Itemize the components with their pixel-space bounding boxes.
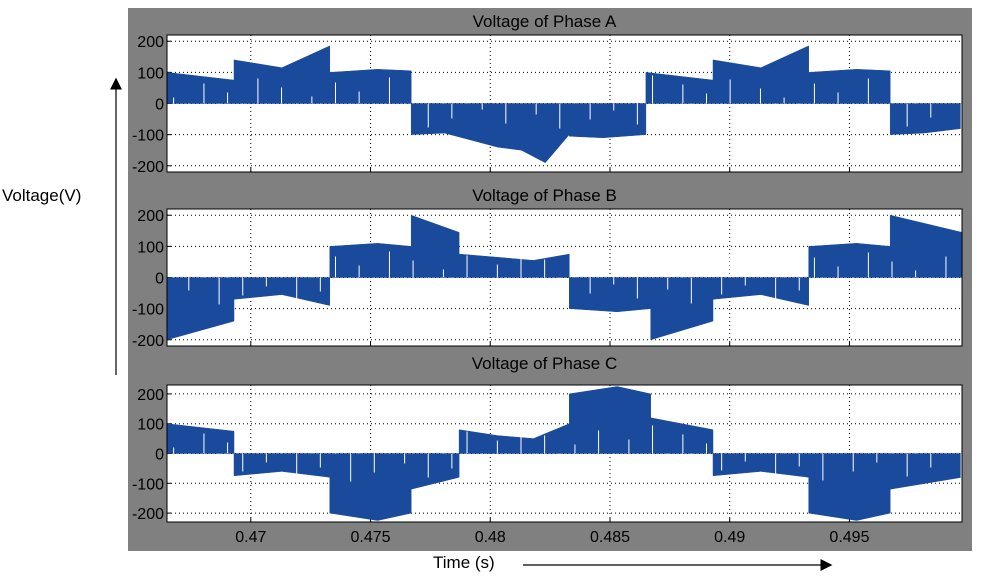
y-tick-label: 200: [137, 34, 164, 51]
x-tick-label: 0.475: [351, 529, 391, 546]
x-tick-label: 0.49: [714, 529, 745, 546]
panel-2: -200 -100 0 100 200 Voltage of Phase B: [132, 186, 963, 350]
y-tick-label: 0: [155, 97, 164, 114]
panel-title: Voltage of Phase A: [473, 12, 617, 31]
y-tick-label: 100: [137, 65, 164, 82]
y-tick-label: 0: [155, 447, 164, 464]
panel-title: Voltage of Phase B: [472, 186, 617, 205]
plot-border: [166, 208, 963, 347]
voltage-waveform: [166, 386, 963, 521]
y-tick-label: -100: [132, 128, 164, 145]
y-tick-label: -200: [132, 506, 164, 523]
y-tick-label: 200: [137, 387, 164, 404]
voltage-waveform: [166, 214, 963, 341]
y-tick-label: -100: [132, 302, 164, 319]
panel-title: Voltage of Phase C: [472, 354, 618, 373]
y-tick-label: -200: [132, 159, 164, 176]
panel-3: 0.47 0.475 0.48 0.485 0.49 0.495 -200 -100 0 100 2…: [132, 354, 963, 546]
voltage-waveform: [166, 45, 963, 164]
y-tick-label: 200: [137, 208, 164, 225]
plot-border: [166, 384, 963, 523]
y-tick-label: 100: [137, 239, 164, 256]
y-axis-label: Voltage(V): [2, 186, 82, 205]
x-tick-label: 0.495: [829, 529, 869, 546]
y-tick-label: 100: [137, 417, 164, 434]
y-tick-label: -200: [132, 333, 164, 350]
y-tick-label: 0: [155, 271, 164, 288]
y-tick-label: -100: [132, 476, 164, 493]
x-tick-label: 0.48: [475, 529, 506, 546]
x-tick-label: 0.485: [590, 529, 630, 546]
plot-border: [166, 34, 963, 173]
panel-1: -200 -100 0 100 200 Voltage of Phase A: [132, 12, 963, 176]
x-tick-label: 0.47: [235, 529, 266, 546]
x-axis-label: Time (s): [433, 553, 495, 572]
